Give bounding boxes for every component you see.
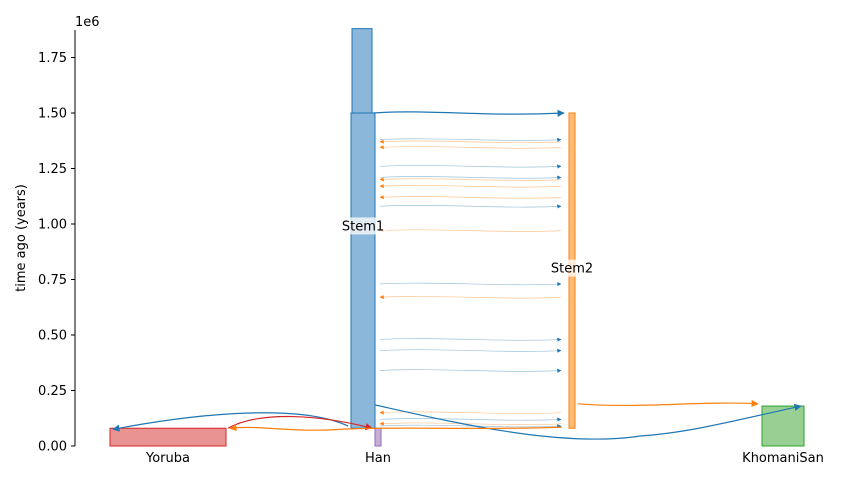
deme-label-background xyxy=(548,259,596,277)
deme-han xyxy=(374,427,382,447)
pulse-arrow xyxy=(374,403,802,440)
deme-stem1-ancestral xyxy=(351,28,373,114)
migration-line xyxy=(379,282,562,287)
pulse-arrow xyxy=(227,415,373,431)
migration-line xyxy=(379,337,562,342)
migration-line xyxy=(379,421,562,426)
migration-line xyxy=(379,424,562,429)
migration-line xyxy=(379,175,562,180)
migration-line xyxy=(379,228,562,233)
y-axis: 0.00 0.25 0.50 0.75 1.00 1.25 1.50 1.75 xyxy=(38,30,76,455)
deme-label-stem1: Stem1 xyxy=(342,219,384,234)
y-offset-text: 1e6 xyxy=(75,15,100,30)
migration-line xyxy=(379,294,562,300)
migration-line xyxy=(379,417,562,422)
y-tick-label: 0.75 xyxy=(38,273,67,288)
y-tick-label: 0.50 xyxy=(38,329,67,344)
plot-area: Yoruba Han Stem1 Stem2 KhomaniSan xyxy=(109,28,824,466)
migration-line xyxy=(379,183,562,189)
pulse-arrow xyxy=(229,423,563,432)
migration-line xyxy=(379,137,562,142)
y-tick-label: 0.00 xyxy=(38,440,67,455)
pulse-arrow xyxy=(577,399,759,408)
y-tick-label: 1.00 xyxy=(38,218,67,233)
migration-line xyxy=(379,164,562,169)
migration-line xyxy=(379,348,562,353)
y-axis-label: time ago (years) xyxy=(14,184,29,292)
y-tick-label: 1.50 xyxy=(38,107,67,122)
deme-stem1 xyxy=(350,112,376,429)
migration-line xyxy=(379,139,562,144)
y-tick-label: 0.25 xyxy=(38,384,67,399)
y-tick-label: 1.75 xyxy=(38,51,67,66)
migration-line xyxy=(379,368,562,373)
deme-label-stem2: Stem2 xyxy=(551,262,593,277)
migration-line xyxy=(379,195,562,200)
deme-label-khomanisan: KhomaniSan xyxy=(742,451,824,466)
deme-label-background xyxy=(339,217,387,235)
migration-line xyxy=(379,145,562,150)
migration-line xyxy=(379,177,562,182)
migration-line xyxy=(379,204,562,209)
y-tick-label: 1.25 xyxy=(38,162,67,177)
migration-line xyxy=(379,410,562,415)
deme-khomanisan xyxy=(761,405,805,447)
deme-label-han: Han xyxy=(365,451,391,466)
deme-label-yoruba: Yoruba xyxy=(145,451,190,466)
deme-yoruba xyxy=(109,427,227,447)
pulse-arrow xyxy=(372,109,565,117)
